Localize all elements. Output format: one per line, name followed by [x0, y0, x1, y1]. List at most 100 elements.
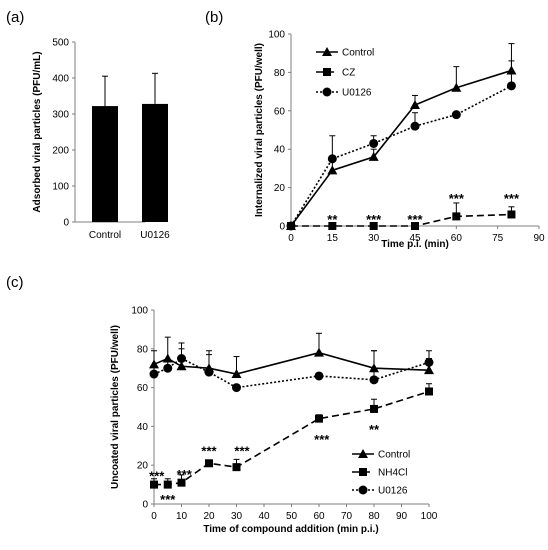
b-significance-label: ***: [449, 191, 465, 206]
b-cz-point: [369, 222, 378, 230]
b-x-tick-label: 15: [327, 233, 339, 244]
b-u0126-point: [506, 81, 516, 91]
b-u0126-point: [327, 154, 337, 164]
c-x-tick-label: 90: [396, 511, 408, 522]
c-y-axis-title: Uncoated viral particles (PFU/well): [110, 325, 121, 489]
c-nh4cl-point: [425, 387, 433, 396]
b-y-tick-label: 40: [274, 145, 286, 156]
c-x-tick-label: 80: [368, 511, 380, 522]
c-significance-label: ***: [234, 444, 250, 459]
c-control-point: [314, 347, 324, 357]
b-control-point: [368, 151, 379, 161]
c-significance-label: ***: [149, 469, 165, 484]
c-nh4cl-point: [177, 478, 186, 487]
b-cz-point: [452, 212, 461, 221]
b-u0126-point: [451, 110, 461, 120]
a-x-tick-label: Control: [89, 230, 121, 241]
b-cz-point: [507, 210, 516, 219]
c-x-tick-label: 50: [286, 511, 298, 522]
b-cz-point: [411, 222, 419, 230]
a-bar-control: [92, 106, 118, 222]
c-u0126-point: [204, 367, 214, 377]
b-u0126-point: [286, 221, 296, 231]
b-control-line: [290, 69, 512, 227]
b-control-point: [327, 165, 338, 175]
a-y-tick-label: 200: [52, 146, 69, 157]
a-y-tick-label: 100: [52, 182, 69, 193]
c-x-axis-title: Time of compound addition (min p.i.): [203, 524, 378, 535]
b-cz-line: [291, 213, 512, 227]
b-x-tick-label: 90: [533, 233, 545, 244]
b-x-tick-label: 75: [492, 233, 504, 244]
b-legend-label-control: Control: [342, 48, 374, 59]
b-legend-label-cz: CZ: [342, 68, 355, 79]
b-legend-marker-control: [322, 47, 332, 56]
c-legend-label-nh4cl: NH4Cl: [378, 468, 407, 479]
b-u0126-point: [410, 121, 420, 131]
c-control-point: [176, 361, 187, 371]
b-legend-label-u0126: U0126: [342, 88, 372, 99]
c-y-tick-label: 80: [137, 344, 149, 355]
c-y-tick-label: 0: [142, 500, 148, 511]
c-significance-label: ***: [177, 467, 193, 482]
b-x-axis-title: Time p.i. (min): [381, 239, 449, 250]
c-significance-label: ***: [314, 432, 330, 447]
c-x-tick-label: 60: [313, 511, 325, 522]
a-y-tick-label: 400: [52, 74, 69, 85]
b-control-point: [410, 100, 420, 110]
a-y-axis-title: Adsorbed viral particles (PFU/mL): [32, 51, 43, 212]
c-nh4cl-point: [232, 463, 241, 472]
c-significance-label: ***: [201, 444, 217, 459]
b-legend-marker-u0126: [322, 87, 332, 97]
b-x-tick-label: 30: [368, 233, 380, 244]
panel-label-c: (c): [6, 274, 24, 291]
a-y-tick-label: 500: [52, 38, 69, 49]
b-significance-label: ***: [504, 191, 520, 206]
c-legend-marker-control: [358, 449, 368, 458]
c-u0126-point: [314, 371, 324, 381]
b-x-tick-label: 60: [451, 233, 463, 244]
c-y-tick-label: 20: [137, 461, 149, 472]
c-nh4cl-point: [163, 480, 172, 489]
b-control-point: [451, 82, 462, 92]
a-y-tick-label: 0: [63, 218, 69, 229]
c-control-point: [231, 369, 242, 379]
c-x-tick-label: 30: [231, 511, 243, 522]
c-u0126-point: [424, 357, 434, 367]
c-legend-marker-u0126: [358, 485, 368, 495]
c-u0126-point: [232, 383, 241, 393]
c-significance-label: **: [369, 422, 380, 437]
c-nh4cl-point: [150, 480, 158, 489]
a-x-tick-label: U0126: [140, 230, 170, 241]
b-u0126-line: [290, 85, 512, 227]
c-legend-marker-nh4cl: [359, 468, 367, 476]
c-x-tick-label: 20: [203, 511, 215, 522]
c-x-tick-label: 0: [151, 511, 157, 522]
b-significance-label: **: [327, 212, 338, 227]
c-x-tick-label: 40: [258, 511, 270, 522]
b-x-tick-label: 45: [409, 233, 421, 244]
c-u0126-line: [153, 357, 430, 389]
b-y-tick-label: 0: [279, 222, 285, 233]
c-legend-label-control: Control: [378, 450, 410, 461]
b-u0126-point: [369, 138, 379, 148]
a-y-tick-label: 300: [52, 110, 69, 121]
c-nh4cl-point: [205, 459, 213, 468]
c-u0126-point: [163, 363, 173, 373]
b-cz-point: [328, 222, 337, 230]
c-y-tick-label: 60: [137, 383, 149, 394]
b-y-tick-label: 20: [274, 183, 286, 194]
b-y-tick-label: 60: [274, 106, 286, 117]
c-x-tick-label: 70: [341, 511, 353, 522]
c-u0126-point: [177, 354, 186, 363]
a-bar-u0126: [142, 103, 168, 222]
c-x-tick-label: 10: [176, 511, 188, 522]
c-control-line: [153, 351, 430, 375]
b-y-tick-label: 100: [268, 30, 285, 41]
b-x-tick-label: 0: [288, 233, 294, 244]
b-y-axis-title: Internalized viral particles (PFU/well): [254, 43, 265, 217]
c-y-tick-label: 40: [137, 422, 149, 433]
b-y-tick-label: 80: [274, 68, 286, 79]
panel-label-b: (b): [205, 9, 223, 26]
